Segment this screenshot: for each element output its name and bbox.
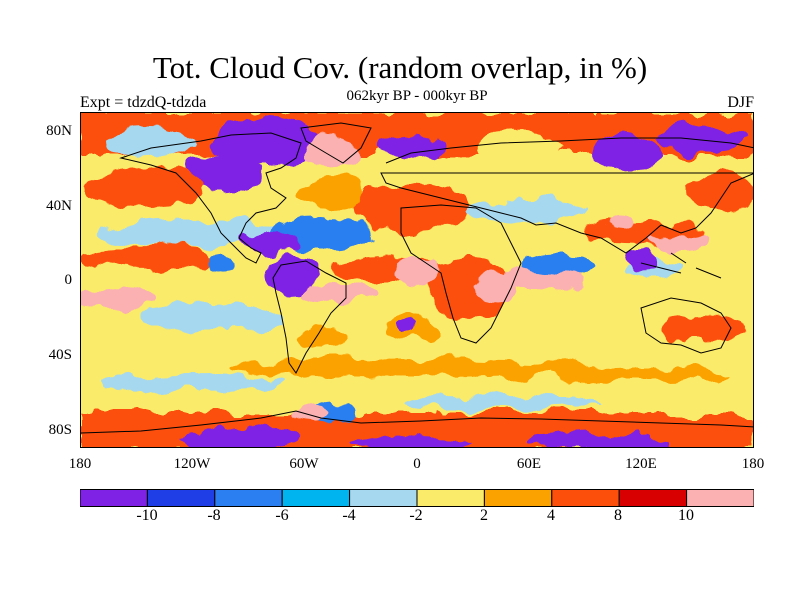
patch-so-blue-2 xyxy=(401,395,601,411)
patch-na-purple xyxy=(211,119,321,167)
patch-antarctic-purple-2 xyxy=(351,435,471,447)
detail-africa-pink-2 xyxy=(476,270,516,306)
lon-label-180w: 180 xyxy=(68,456,92,472)
patch-spac-blue xyxy=(141,304,281,332)
patch-npac-subtrop xyxy=(101,219,281,247)
map-panel xyxy=(80,112,754,448)
patch-natl-orange xyxy=(301,177,361,209)
patch-npac-east xyxy=(691,173,751,213)
colorbar-swatch xyxy=(281,489,351,507)
lon-label-0: 0 xyxy=(413,456,421,472)
colorbar-label: 8 xyxy=(614,507,622,524)
colorbar-swatch xyxy=(349,489,418,507)
colorbar-swatch xyxy=(80,489,148,507)
season-label: DJF xyxy=(727,94,754,111)
patch-siberia-yellow xyxy=(476,133,566,163)
coast-indonesia xyxy=(640,252,722,279)
patch-aus-red xyxy=(656,314,746,342)
patch-so-orange-2 xyxy=(551,367,731,383)
coast-north-america xyxy=(119,132,302,264)
colorbar-label: -2 xyxy=(409,507,423,524)
lon-label-60e: 60E xyxy=(516,456,542,472)
patch-gulf-purple xyxy=(241,233,301,253)
colorbar-swatch xyxy=(214,489,283,507)
patch-siberia-purple xyxy=(591,135,661,171)
colorbar xyxy=(80,489,754,507)
detail-africa-pink xyxy=(394,257,438,285)
patch-antarctic-purple-3 xyxy=(531,432,671,447)
lon-label-120w: 120W xyxy=(173,456,211,472)
colorbar-swatch xyxy=(551,489,620,507)
colorbar-swatch xyxy=(483,489,553,507)
coast-africa xyxy=(400,204,522,344)
detail-maritime-purple xyxy=(627,246,655,270)
colorbar-label: -8 xyxy=(207,507,221,524)
patch-so-orange xyxy=(231,358,591,378)
patch-greenland xyxy=(303,139,359,167)
patch-natl-red xyxy=(351,184,471,232)
patch-asia-blue xyxy=(466,199,586,223)
coast-antarctica xyxy=(81,410,753,434)
plot-subtitle: 062kyr BP - 000kyr BP xyxy=(346,88,488,104)
field-detail xyxy=(81,217,655,420)
patch-indian-blue xyxy=(526,254,596,272)
patch-sa-orange xyxy=(291,328,351,348)
coast-australia xyxy=(640,297,732,354)
lat-label-40n: 40N xyxy=(46,198,72,214)
colorbar-label: 2 xyxy=(480,507,488,524)
plot-title: Tot. Cloud Cov. (random overlap, in %) xyxy=(152,50,648,85)
patch-npac-red xyxy=(86,168,206,208)
colorbar-swatch xyxy=(416,489,485,507)
patch-nordic xyxy=(381,136,441,160)
lon-label-120e: 120E xyxy=(625,456,657,472)
detail-epac-blue xyxy=(209,257,233,269)
colorbar-label: -4 xyxy=(342,507,356,524)
detail-dateline-pink xyxy=(81,291,111,307)
patch-epac-purple xyxy=(265,255,317,295)
colorbar-swatch xyxy=(146,489,216,507)
experiment-label: Expt = tdzdQ-tdzda xyxy=(80,94,207,111)
detail-satl-purple xyxy=(396,315,416,331)
lon-label-60w: 60W xyxy=(289,456,319,472)
lat-label-80n: 80N xyxy=(46,123,72,139)
patch-samerica-pink xyxy=(301,283,381,303)
patch-epac-red xyxy=(81,246,221,270)
colorbar-swatch xyxy=(686,489,754,507)
cloud-cover-map xyxy=(81,113,753,447)
lon-label-180e: 180 xyxy=(741,456,765,472)
colorbar-label: 4 xyxy=(547,507,555,524)
detail-china-pink xyxy=(607,217,635,229)
colorbar-label: 10 xyxy=(678,507,694,524)
colorbar-label: -6 xyxy=(275,507,289,524)
colorbar-swatch xyxy=(618,489,688,507)
patch-arctic-1 xyxy=(106,129,196,157)
lat-label-40s: 40S xyxy=(48,347,72,363)
patch-so-blue xyxy=(101,374,281,392)
detail-drake-pink xyxy=(295,406,327,420)
patch-ne-siberia xyxy=(656,124,746,152)
coast-eurasia xyxy=(380,137,753,254)
colorbar-label: -10 xyxy=(136,507,158,524)
lat-label-0: 0 xyxy=(64,272,73,288)
lat-label-80s: 80S xyxy=(48,422,72,438)
coast-greenland xyxy=(300,122,372,164)
patch-wpac-pink xyxy=(651,233,711,249)
coast-south-america xyxy=(272,260,347,374)
coastlines xyxy=(81,122,753,434)
patch-antarctic-purple xyxy=(181,426,301,447)
